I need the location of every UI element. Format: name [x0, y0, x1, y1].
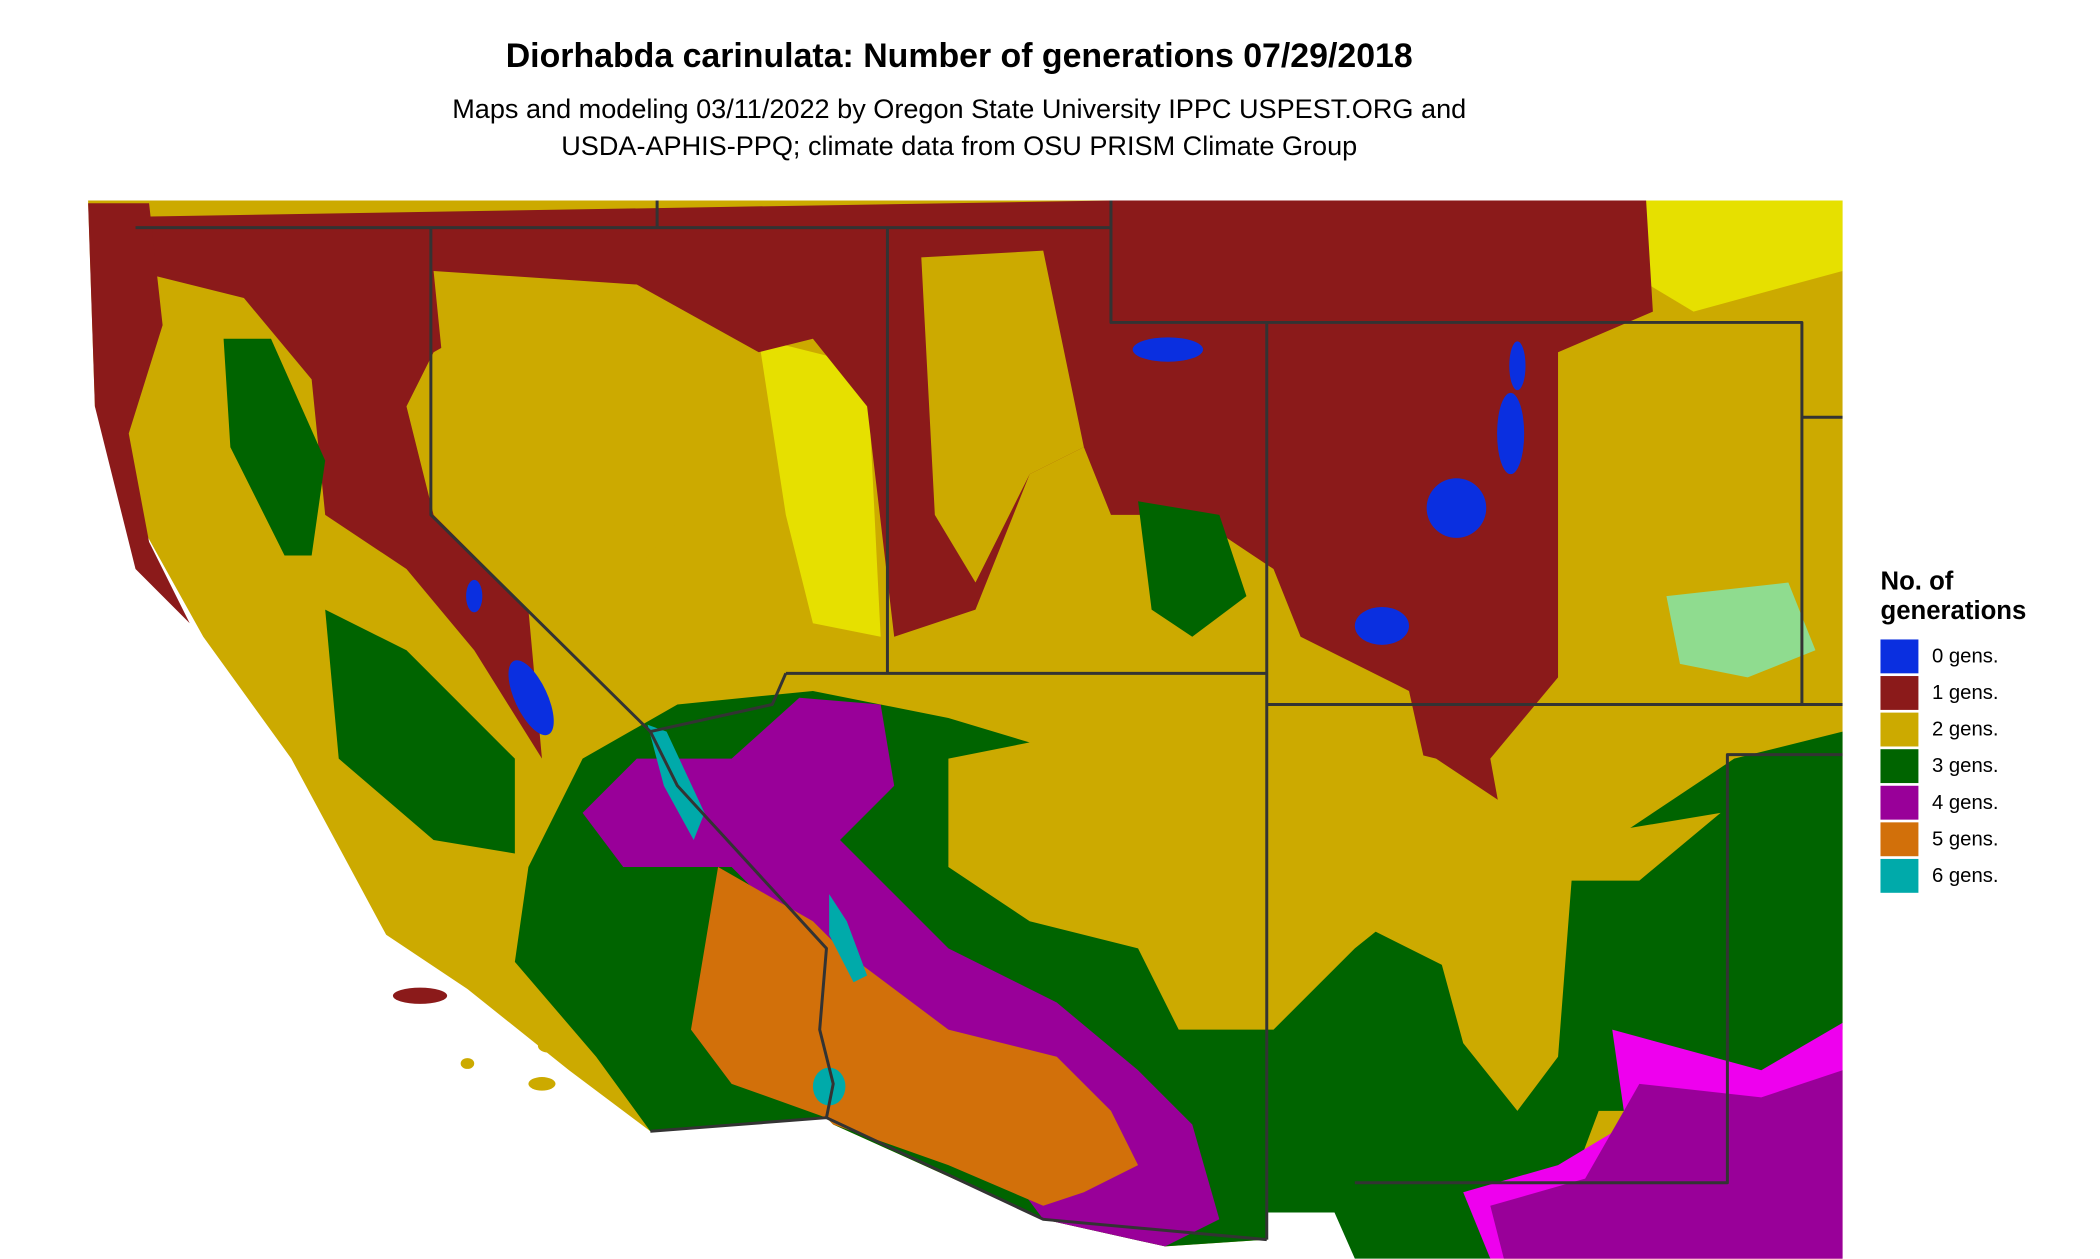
map-region	[758, 338, 881, 637]
map-region	[1138, 501, 1247, 637]
legend-label: 4 gens.	[1932, 792, 1999, 814]
subtitle-line: USDA-APHIS-PPQ; climate data from OSU PR…	[561, 130, 1357, 161]
legend-title: generations	[1880, 597, 2026, 625]
legend-swatch	[1880, 858, 1919, 893]
legend: No. of generations 0 gens. 1 gens. 2 gens.…	[1880, 567, 2026, 893]
legend-label: 6 gens.	[1932, 865, 1999, 887]
state-border	[135, 200, 1843, 1242]
map-region	[223, 338, 326, 556]
map-region	[1132, 337, 1204, 362]
title: Diorhabda carinulata: Number of generati…	[506, 37, 1413, 75]
map-region	[1497, 392, 1525, 475]
map-region	[466, 579, 483, 613]
legend-label: 0 gens.	[1932, 645, 1999, 667]
map-region	[460, 1058, 475, 1069]
map-region	[537, 1039, 560, 1053]
map-region	[528, 1077, 556, 1091]
subtitle-line: Maps and modeling 03/11/2022 by Oregon S…	[452, 93, 1466, 124]
legend-swatch	[1880, 676, 1919, 710]
map-region	[948, 718, 1721, 1111]
state-borders	[135, 200, 1843, 1242]
map-region	[829, 894, 868, 983]
legend-label: 3 gens.	[1932, 755, 1999, 777]
legend-swatch	[1880, 712, 1919, 747]
map-region	[508, 660, 554, 736]
legend-swatch	[1880, 749, 1919, 784]
map-region	[325, 609, 515, 854]
legend-label: 2 gens.	[1932, 719, 1999, 741]
map-region	[812, 1067, 846, 1106]
legend-label: 1 gens.	[1932, 682, 1999, 704]
legend-title: No. of	[1880, 567, 1953, 595]
map-region	[88, 203, 190, 624]
map-region	[1509, 341, 1526, 391]
map-region	[1354, 606, 1410, 645]
legend-label: 5 gens.	[1932, 828, 1999, 850]
map-region	[392, 987, 448, 1004]
map-region	[690, 867, 1139, 1206]
map-region	[433, 270, 759, 570]
legend-swatch	[1880, 639, 1919, 674]
legend-swatch	[1880, 822, 1919, 857]
map-region	[921, 250, 1084, 583]
map-region	[1426, 478, 1487, 538]
map-region	[1490, 1070, 1843, 1259]
map-region	[1666, 582, 1816, 678]
map	[88, 200, 1843, 1259]
legend-swatch	[1880, 785, 1919, 820]
